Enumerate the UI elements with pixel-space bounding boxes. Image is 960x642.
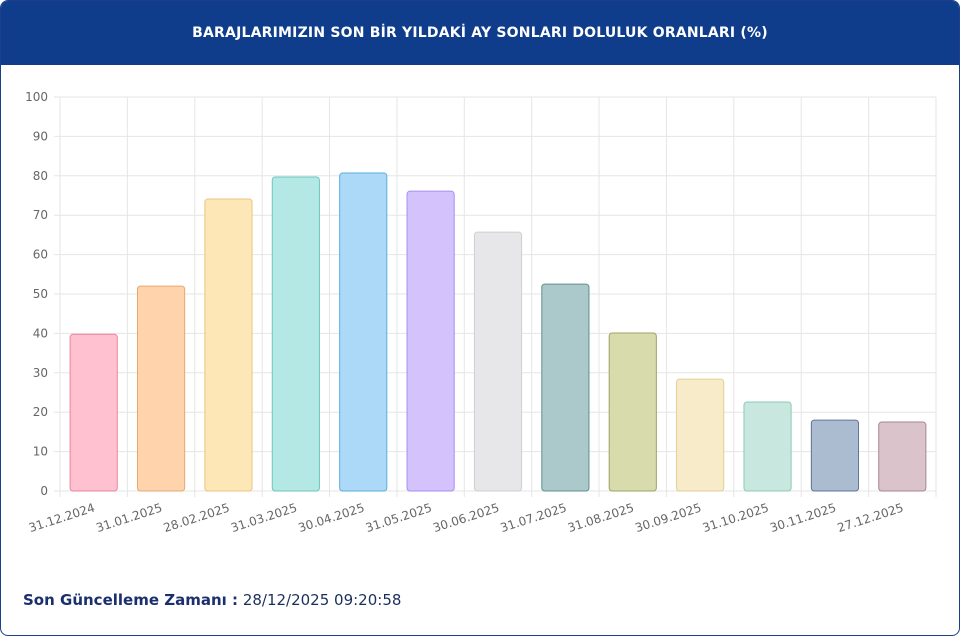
y-tick-label: 80 xyxy=(33,169,48,183)
y-tick-label: 50 xyxy=(33,287,48,301)
x-tick-label: 28.02.2025 xyxy=(162,501,232,536)
footer-value: 28/12/2025 09:20:58 xyxy=(242,591,402,609)
x-tick-label: 31.07.2025 xyxy=(499,501,569,536)
x-tick-label: 30.06.2025 xyxy=(431,501,501,536)
x-tick-label: 31.01.2025 xyxy=(94,501,164,536)
y-tick-label: 30 xyxy=(33,366,48,380)
x-tick-label: 31.05.2025 xyxy=(364,501,434,536)
bar xyxy=(69,333,118,492)
bar xyxy=(810,419,860,492)
x-tick-label: 31.10.2025 xyxy=(701,501,771,536)
x-tick-label: 27.12.2025 xyxy=(836,501,906,536)
bar xyxy=(136,285,186,492)
x-tick-label: 31.03.2025 xyxy=(229,501,299,536)
bar xyxy=(473,231,523,492)
y-tick-label: 90 xyxy=(33,129,48,143)
x-tick-label: 30.04.2025 xyxy=(296,501,366,536)
bar xyxy=(406,190,455,492)
bar xyxy=(878,421,927,492)
footer: Son Güncelleme Zamanı : 28/12/2025 09:20… xyxy=(23,591,401,609)
y-tick-label: 10 xyxy=(33,445,48,459)
x-tick-label: 30.09.2025 xyxy=(633,501,703,536)
bar xyxy=(676,378,725,492)
y-tick-label: 0 xyxy=(40,484,48,498)
chart-title: BARAJLARIMIZIN SON BİR YILDAKİ AY SONLAR… xyxy=(1,1,959,65)
bar xyxy=(204,198,253,492)
y-tick-label: 20 xyxy=(33,405,48,419)
footer-label: Son Güncelleme Zamanı : xyxy=(23,591,239,609)
bar xyxy=(743,401,792,492)
bar xyxy=(339,172,388,492)
y-tick-label: 60 xyxy=(33,248,48,262)
bar xyxy=(608,332,657,492)
y-tick-label: 100 xyxy=(25,90,48,104)
x-tick-label: 30.11.2025 xyxy=(768,501,838,536)
bar xyxy=(271,176,320,492)
x-tick-label: 31.12.2024 xyxy=(27,501,97,536)
y-tick-label: 40 xyxy=(33,326,48,340)
y-tick-label: 70 xyxy=(33,208,48,222)
bar xyxy=(541,283,590,492)
x-tick-label: 31.08.2025 xyxy=(566,501,636,536)
